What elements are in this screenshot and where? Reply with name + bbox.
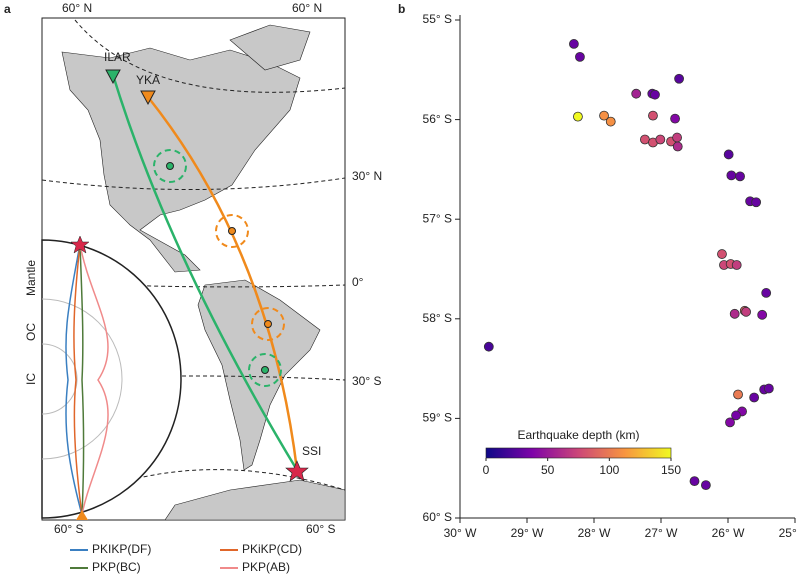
pierce-zone bbox=[153, 149, 187, 183]
point bbox=[731, 260, 742, 270]
inset-ray bbox=[65, 243, 83, 516]
south-america bbox=[197, 279, 321, 471]
colorbar-label: Earthquake depth (km) bbox=[517, 428, 639, 442]
inset-ray bbox=[79, 243, 109, 516]
point bbox=[648, 110, 658, 121]
graticule bbox=[74, 19, 346, 93]
station-label: YKA bbox=[136, 73, 160, 87]
colorbar-tick-label: 100 bbox=[599, 463, 619, 477]
legend-label: PKP(BC) bbox=[92, 560, 141, 574]
pierce-point bbox=[228, 227, 236, 235]
colorbar-tick-label: 150 bbox=[661, 463, 681, 477]
inset-ray bbox=[79, 243, 85, 516]
layer-label: IC bbox=[24, 373, 38, 385]
point bbox=[672, 141, 683, 152]
point bbox=[757, 309, 768, 320]
point bbox=[650, 89, 660, 100]
graticule-label: 60° N bbox=[292, 1, 322, 15]
station-marker bbox=[105, 69, 121, 85]
point bbox=[655, 134, 666, 145]
ray-path bbox=[147, 96, 299, 471]
point bbox=[605, 116, 616, 127]
pierce-zone bbox=[248, 353, 282, 387]
outer-core bbox=[41, 298, 123, 460]
x-tick-label: 25° W bbox=[779, 526, 800, 540]
x-tick-label: 27° W bbox=[645, 526, 678, 540]
point bbox=[733, 389, 743, 400]
x-tick-label: 26° W bbox=[712, 526, 745, 540]
pierce-point bbox=[166, 162, 174, 170]
graticule-label: 30° N bbox=[352, 169, 382, 183]
inner-core bbox=[41, 343, 78, 415]
pierce-point bbox=[261, 366, 269, 374]
station-marker bbox=[140, 90, 156, 106]
colorbar-tick-label: 0 bbox=[483, 463, 490, 477]
graticule-label: 30° S bbox=[352, 374, 381, 388]
point bbox=[573, 111, 583, 122]
y-tick-label: 57° S bbox=[423, 211, 452, 225]
point bbox=[670, 113, 680, 124]
point bbox=[599, 110, 609, 121]
colorbar bbox=[485, 447, 672, 459]
y-tick-label: 56° S bbox=[423, 112, 452, 126]
legend-label: PKIKP(DF) bbox=[92, 542, 151, 556]
earth-section bbox=[41, 239, 182, 519]
point bbox=[731, 410, 741, 421]
point bbox=[631, 88, 642, 99]
graticule-label: 60° S bbox=[54, 522, 83, 536]
scatter-panel: b 55° S 56° S 57° S 58° S 59° S 60° S 30° W 29°… bbox=[398, 2, 800, 540]
x-tick-label: 28° W bbox=[578, 526, 611, 540]
graticule-label: 60° S bbox=[306, 522, 335, 536]
graticule bbox=[41, 375, 346, 381]
point bbox=[569, 39, 579, 49]
x-tick-label: 30° W bbox=[444, 526, 477, 540]
legend-label: PKiKP(CD) bbox=[242, 542, 302, 556]
point bbox=[751, 197, 762, 208]
station-label: ILAR bbox=[104, 50, 131, 64]
y-tick-label: 55° S bbox=[423, 12, 452, 26]
station-label: SSI bbox=[302, 444, 321, 458]
pierce-point bbox=[264, 320, 272, 328]
graticule-label: 60° N bbox=[62, 1, 92, 15]
point bbox=[741, 306, 751, 317]
source-marker bbox=[70, 235, 90, 254]
point bbox=[672, 132, 682, 143]
point bbox=[674, 73, 684, 84]
source-marker bbox=[285, 460, 309, 482]
point bbox=[575, 51, 585, 62]
pierce-zone bbox=[251, 307, 285, 341]
y-tick-label: 59° S bbox=[423, 411, 452, 425]
layer-label: OC bbox=[24, 323, 38, 341]
layer-label: Mantle bbox=[24, 260, 38, 296]
point bbox=[735, 171, 745, 182]
map-panel: a ILAR YKA SSI 60° N 60° N 30° N 0° 30° … bbox=[4, 1, 382, 574]
point bbox=[726, 170, 737, 181]
point bbox=[729, 308, 740, 319]
graticule bbox=[41, 177, 346, 190]
pierce-zone bbox=[215, 214, 249, 248]
receiver-marker bbox=[76, 510, 88, 520]
greenland bbox=[229, 24, 311, 71]
legend: PKIKP(DF) PKiKP(CD) PKP(BC) PKP(AB) bbox=[70, 542, 302, 574]
x-tick-label: 29° W bbox=[511, 526, 544, 540]
point bbox=[749, 392, 760, 403]
point bbox=[689, 476, 700, 487]
colorbar-tick-label: 50 bbox=[541, 463, 555, 477]
point bbox=[725, 417, 735, 428]
y-tick-label: 58° S bbox=[423, 311, 452, 325]
ray-path bbox=[111, 74, 299, 471]
point bbox=[723, 149, 734, 160]
point bbox=[700, 480, 711, 491]
y-tick-label: 60° S bbox=[423, 510, 452, 524]
point bbox=[763, 383, 774, 394]
point bbox=[483, 341, 494, 352]
point bbox=[761, 288, 772, 298]
panel-label: a bbox=[4, 2, 11, 16]
legend-label: PKP(AB) bbox=[242, 560, 290, 574]
graticule-label: 0° bbox=[352, 275, 364, 289]
point bbox=[717, 249, 727, 259]
inset-ray bbox=[73, 243, 83, 516]
panel-label: b bbox=[398, 2, 405, 16]
